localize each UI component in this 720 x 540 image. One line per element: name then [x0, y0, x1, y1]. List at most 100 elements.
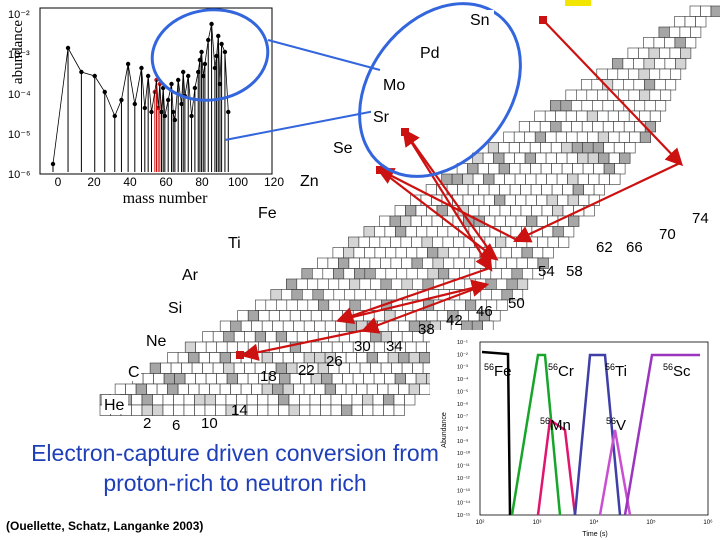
nuclide-cell — [535, 173, 547, 185]
nuclide-cell — [674, 37, 686, 49]
x-tick-label: 120 — [264, 175, 284, 189]
nuclide-cell — [160, 362, 172, 374]
nuclide-cell — [572, 184, 584, 196]
nuclide-cell — [408, 383, 420, 395]
nuclide-cell — [628, 89, 640, 101]
reaction-arrow — [240, 328, 366, 361]
nuclide-cell — [437, 247, 449, 259]
nuclide-cell — [669, 68, 682, 80]
species-mass: 56 — [663, 362, 673, 372]
nuclide-cell — [167, 383, 179, 395]
nuclide-cell — [653, 37, 665, 49]
nuclide-cell — [478, 205, 490, 217]
ti-curve — [573, 353, 622, 516]
nuclide-cell — [489, 310, 501, 322]
abundance-series — [50, 21, 231, 172]
nuclide-cell — [345, 320, 358, 332]
nuclide-cell — [237, 373, 249, 385]
nuclide-cell — [204, 404, 216, 416]
neutron-number-label: 42 — [446, 312, 463, 329]
neutron-number-label: 66 — [626, 239, 643, 256]
nuclide-cell — [327, 257, 339, 269]
nuclide-cell — [572, 163, 584, 175]
nuclide-cell — [478, 184, 490, 196]
nuclide-cell — [511, 289, 524, 301]
nuclide-cell — [125, 383, 137, 395]
nuclide-cell — [524, 131, 536, 143]
nuclide-cell — [541, 184, 553, 196]
neutron-number-label: 26 — [326, 353, 343, 370]
nuclide-cell — [153, 373, 165, 385]
nuclide-cell — [170, 362, 182, 374]
nuclide-cell — [226, 341, 238, 353]
nuclide-cell — [209, 383, 221, 395]
nuclide-cell — [468, 205, 480, 217]
nuclide-cell — [638, 47, 650, 59]
nuclide-cell — [607, 110, 620, 122]
nuclide-cell — [380, 278, 392, 290]
y-tick-label: 10⁻³ — [8, 49, 30, 61]
nuclide-cell — [563, 226, 575, 238]
nuclide-cell — [516, 257, 528, 269]
nuclide-cell — [309, 394, 321, 406]
nuclide-cell — [301, 268, 313, 280]
nuclide-cell — [540, 163, 552, 175]
element-label: Mo — [383, 77, 405, 94]
nuclide-cell — [141, 404, 153, 416]
nuclide-cell — [500, 247, 512, 259]
inset-x-tick-label: 10⁵ — [646, 519, 656, 526]
nuclide-cell — [233, 331, 245, 343]
species-symbol: Fe — [494, 363, 512, 380]
inset-y-tick-label: 10⁻⁶ — [457, 401, 468, 408]
nuclide-cell — [310, 341, 323, 353]
nuclide-cell — [493, 173, 505, 185]
nuclide-cell — [385, 268, 397, 280]
neutron-number-label: 10 — [201, 415, 218, 432]
nuclide-cell — [561, 142, 573, 154]
nuclide-cell — [526, 215, 538, 227]
nuclide-cell — [634, 121, 646, 133]
nuclide-cell — [299, 394, 311, 406]
nuclide-cell — [633, 100, 646, 112]
nuclide-cell — [596, 89, 609, 101]
nuclide-cell — [679, 26, 691, 38]
y-tick-label: 10⁻⁵ — [8, 129, 31, 141]
nuclide-cell — [244, 362, 256, 374]
y-tick-label: 10⁻⁶ — [8, 169, 31, 181]
nuclide-cell — [633, 58, 645, 70]
nuclide-cell — [240, 383, 252, 395]
nuclide-cell — [591, 100, 604, 112]
nuclide-cell — [152, 404, 164, 416]
nuclide-cell — [317, 278, 329, 290]
nuclide-cell — [375, 289, 387, 301]
nuclide-cell — [629, 131, 641, 143]
nuclide-cell — [394, 205, 406, 217]
nuclide-cell — [363, 226, 375, 238]
nuclide-cell — [580, 79, 593, 91]
nuclide-cell — [212, 362, 224, 374]
nuclide-cell — [415, 373, 427, 385]
reaction-arrow — [404, 131, 493, 272]
nuclide-cell — [335, 383, 347, 395]
reaction-arrow — [376, 167, 518, 241]
nuclide-cell — [303, 383, 315, 395]
nuclide-cell — [195, 373, 207, 385]
nuclide-cell — [411, 236, 423, 248]
nuclide-cell — [664, 37, 676, 49]
nuclide-cell — [312, 289, 324, 301]
nuclide-cell — [643, 58, 655, 70]
nuclide-cell — [348, 257, 360, 269]
inset-y-tick-label: 10⁻¹ — [457, 340, 468, 346]
nuclide-cell — [539, 121, 552, 133]
nuclide-cell — [379, 215, 391, 227]
nuclide-cell — [131, 394, 143, 406]
nuclide-cell — [426, 310, 438, 322]
nuclide-cell — [623, 121, 636, 133]
nuclide-cell — [257, 394, 269, 406]
nuclide-cell — [379, 236, 391, 248]
nuclide-cell — [198, 352, 210, 364]
nuclide-cell — [411, 257, 423, 269]
nuclide-cell — [494, 194, 506, 206]
nuclide-cell — [525, 173, 537, 185]
nuclide-cell — [395, 247, 407, 259]
